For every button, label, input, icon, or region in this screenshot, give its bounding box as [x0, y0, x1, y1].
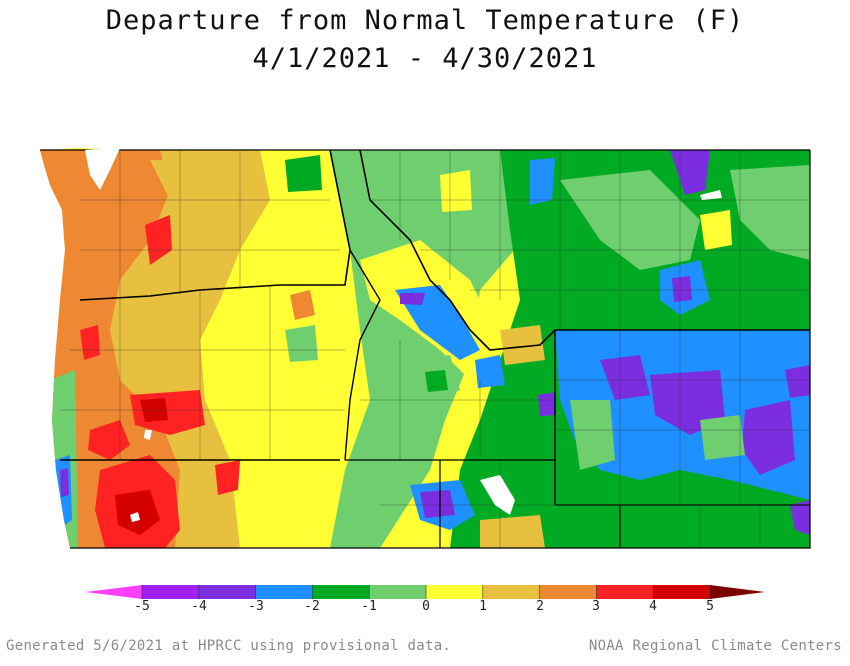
legend-bin-1	[142, 585, 199, 599]
state-boundaries	[40, 149, 811, 549]
legend-bin-7	[482, 585, 540, 599]
legend-bin-4	[312, 585, 370, 599]
legend-tick-label: -1	[361, 599, 377, 614]
legend-tick-label: -4	[191, 599, 207, 614]
legend-tick-label: 3	[592, 599, 600, 614]
source-credit: NOAA Regional Climate Centers	[588, 638, 842, 654]
generated-note: Generated 5/6/2021 at HPRCC using provis…	[6, 638, 452, 654]
legend-bin-6	[426, 585, 483, 599]
map-date-range: 4/1/2021 - 4/30/2021	[252, 43, 598, 74]
legend-arrow-min	[85, 585, 142, 599]
legend-bin-2	[198, 585, 256, 599]
map-title: Departure from Normal Temperature (F)	[105, 5, 745, 36]
legend-colorbar	[85, 585, 765, 599]
legend-bin-8	[539, 585, 597, 599]
legend-bin-9	[596, 585, 654, 599]
legend-tick-label: 2	[536, 599, 544, 614]
legend-tick-label: 5	[706, 599, 714, 614]
legend-tick-label: -3	[248, 599, 264, 614]
legend-tick-label: -5	[134, 599, 150, 614]
legend-tick-label: 4	[649, 599, 657, 614]
legend-arrow-max	[710, 585, 765, 599]
water-bodies	[85, 148, 722, 522]
legend-bin-10	[653, 585, 710, 599]
temperature-field	[40, 148, 810, 548]
legend-bin-3	[255, 585, 313, 599]
legend-bin-5	[369, 585, 426, 599]
legend-tick-label: 1	[479, 599, 487, 614]
legend-tick-label: -2	[304, 599, 320, 614]
legend-tick-label: 0	[422, 599, 430, 614]
